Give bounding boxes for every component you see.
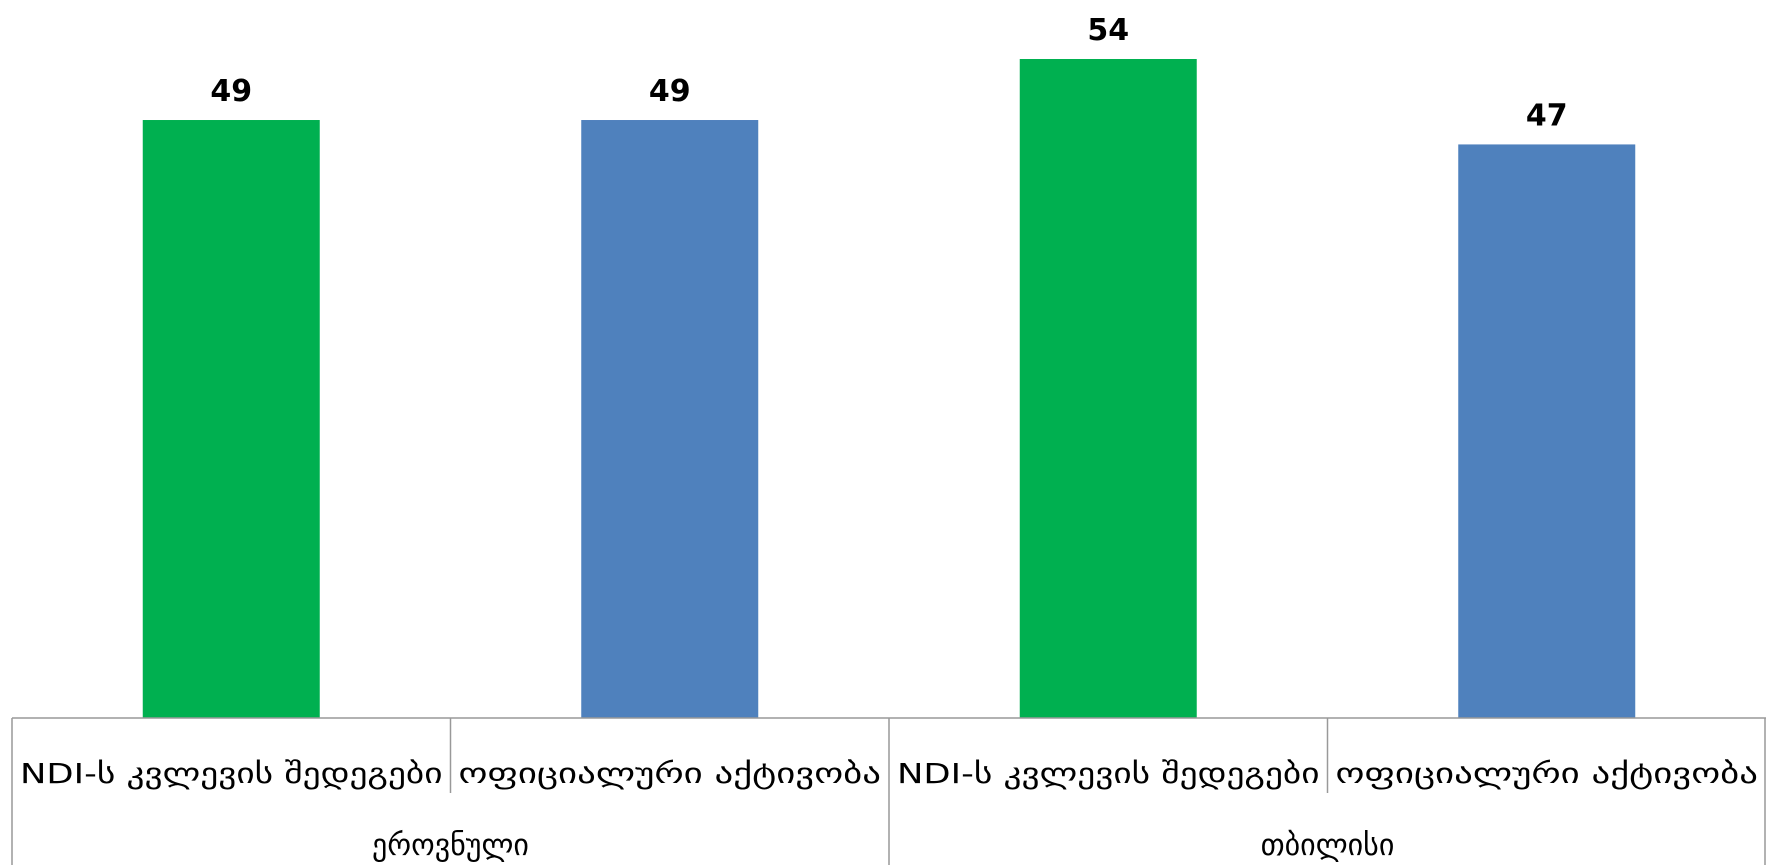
category-label-1-0: NDI-ს კვლევის შედეგები [897, 757, 1320, 790]
bar-0-0 [142, 120, 320, 719]
group-label-0: ეროვნული [372, 828, 529, 863]
category-label-0-1: ოფიციალური აქტივობა [459, 757, 882, 790]
bar-0-1 [581, 120, 759, 719]
category-label-0-0: NDI-ს კვლევის შედეგები [20, 757, 442, 790]
category-label-1-1: ოფიციალური აქტივობა [1336, 757, 1759, 790]
bar-1-0 [1019, 59, 1197, 718]
data-label-0-1: 49 [649, 74, 691, 109]
data-label-1-0: 54 [1087, 13, 1129, 48]
data-label-1-1: 47 [1526, 98, 1568, 133]
group-label-1: თბილისი [1261, 828, 1395, 863]
bar-1-1 [1458, 144, 1636, 719]
data-label-0-0: 49 [210, 74, 252, 109]
